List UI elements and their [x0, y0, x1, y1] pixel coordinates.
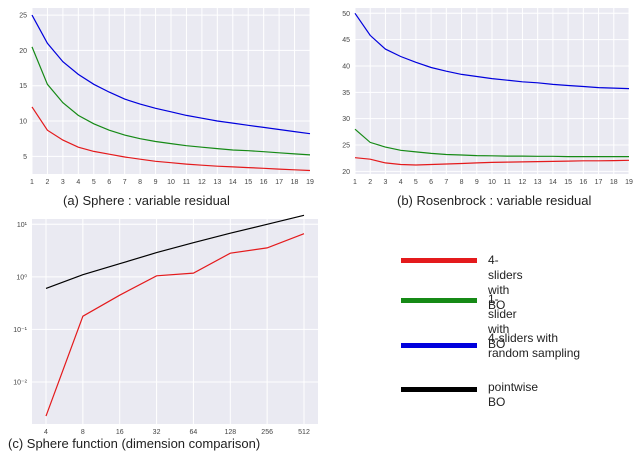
x-tick-label: 8 [138, 179, 142, 186]
y-tick-label: 5 [23, 154, 27, 161]
x-tick-label: 10 [488, 179, 496, 186]
x-tick-label: 9 [475, 179, 479, 186]
x-tick-label: 10 [167, 179, 175, 186]
x-tick-label: 64 [190, 429, 198, 436]
y-tick-label: 10⁻¹ [13, 327, 27, 334]
x-tick-label: 11 [183, 179, 190, 186]
series-line [354, 157, 630, 166]
legend-label: pointwise BO [488, 380, 539, 409]
x-tick-label: 15 [244, 179, 252, 186]
x-tick-label: 7 [444, 179, 448, 186]
series-line [45, 214, 305, 289]
y-tick-label: 40 [342, 63, 350, 70]
x-tick-label: 128 [224, 429, 236, 436]
chart-a-caption: (a) Sphere : variable residual [63, 193, 230, 208]
x-tick-label: 4 [44, 429, 48, 436]
x-tick-label: 8 [460, 179, 464, 186]
y-tick-label: 25 [342, 143, 350, 150]
x-tick-label: 14 [229, 179, 237, 186]
x-tick-label: 18 [610, 179, 618, 186]
y-tick-label: 20 [19, 48, 27, 55]
x-tick-label: 12 [519, 179, 527, 186]
y-tick-label: 10¹ [17, 222, 28, 229]
x-tick-label: 512 [298, 429, 310, 436]
x-tick-label: 256 [261, 429, 273, 436]
legend-label: 4-sliders with random sampling [488, 331, 581, 360]
x-tick-label: 1 [30, 179, 34, 186]
plot-area [32, 219, 318, 424]
x-tick-label: 6 [429, 179, 433, 186]
x-tick-label: 5 [414, 179, 418, 186]
series-line [31, 46, 311, 156]
x-tick-label: 15 [564, 179, 572, 186]
x-tick-label: 3 [61, 179, 65, 186]
legend-swatch-red [401, 258, 477, 263]
x-tick-label: 19 [625, 179, 633, 186]
x-tick-label: 1 [353, 179, 357, 186]
series-line [45, 233, 305, 417]
y-tick-label: 30 [342, 116, 350, 123]
x-tick-label: 5 [92, 179, 96, 186]
chart-c-caption: (c) Sphere function (dimension compariso… [8, 436, 261, 451]
y-tick-label: 15 [19, 83, 27, 90]
legend-label: 1-slider with BO [488, 292, 517, 351]
x-tick-label: 2 [368, 179, 372, 186]
legend-swatch-green [401, 298, 477, 303]
x-tick-label: 17 [595, 179, 603, 186]
x-tick-label: 16 [579, 179, 587, 186]
y-tick-label: 35 [342, 90, 350, 97]
x-tick-label: 14 [549, 179, 557, 186]
y-tick-label: 10⁰ [16, 273, 27, 281]
series-line [354, 128, 629, 158]
legend-swatch-black [401, 387, 477, 392]
x-tick-label: 13 [213, 179, 221, 186]
x-tick-label: 12 [198, 179, 206, 186]
series-line [31, 14, 311, 135]
series-line [31, 106, 311, 172]
x-tick-label: 4 [399, 179, 403, 186]
y-tick-label: 45 [342, 37, 350, 44]
x-tick-label: 17 [275, 179, 283, 186]
x-tick-label: 8 [81, 429, 85, 436]
series-line [354, 12, 630, 90]
x-tick-label: 3 [383, 179, 387, 186]
x-tick-label: 16 [116, 429, 124, 436]
x-tick-label: 18 [291, 179, 299, 186]
y-tick-label: 10⁻² [13, 379, 27, 386]
x-tick-label: 13 [534, 179, 542, 186]
chart-b-caption: (b) Rosenbrock : variable residual [397, 193, 592, 208]
y-tick-label: 25 [19, 13, 27, 20]
x-tick-label: 7 [123, 179, 127, 186]
x-tick-label: 32 [153, 429, 161, 436]
x-tick-label: 9 [154, 179, 158, 186]
legend-swatch-blue [401, 343, 477, 348]
x-tick-label: 19 [306, 179, 314, 186]
y-tick-label: 50 [342, 11, 350, 18]
x-tick-label: 4 [76, 179, 80, 186]
x-tick-label: 11 [504, 179, 511, 186]
x-tick-label: 2 [45, 179, 49, 186]
legend-label: 4-sliders with BO [488, 253, 523, 312]
x-tick-label: 16 [260, 179, 268, 186]
y-tick-label: 20 [342, 169, 350, 176]
x-tick-label: 6 [107, 179, 111, 186]
chart-c-sphere-dimension: 10¹ 10⁰ 10⁻¹ 10⁻² 4 8 16 32 64 128 256 512 [13, 214, 318, 436]
y-tick-label: 10 [19, 119, 27, 126]
